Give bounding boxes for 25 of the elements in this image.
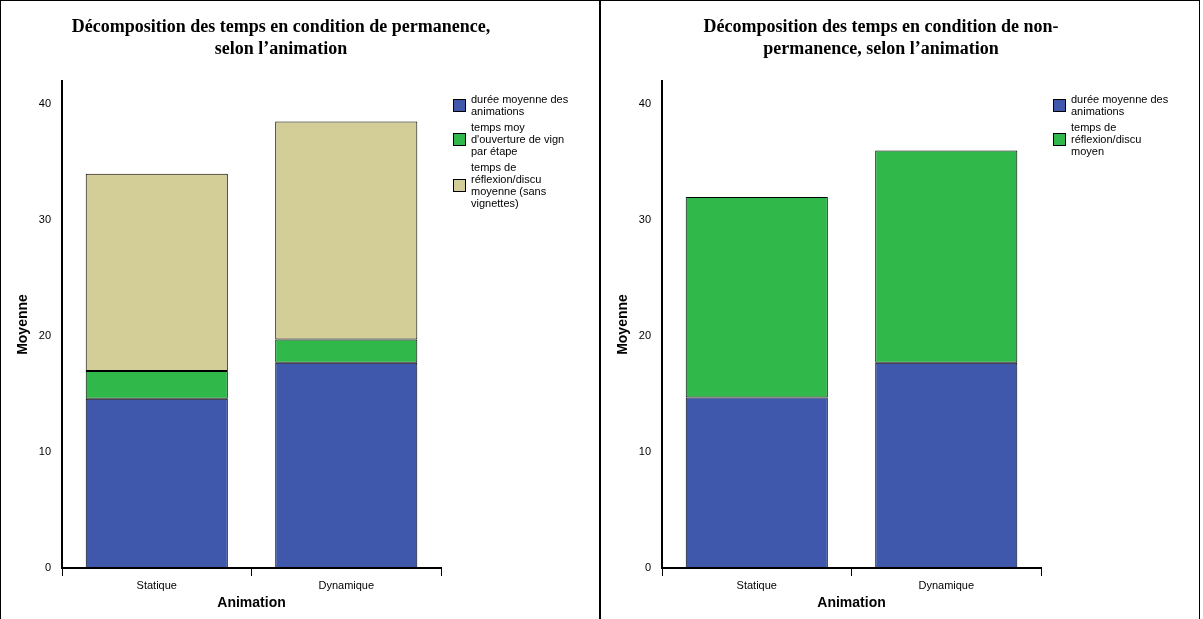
y-tick-label: 40 <box>638 97 652 110</box>
y-tick-label: 10 <box>638 445 652 458</box>
legend-label: durée moyenne des animations <box>471 93 570 117</box>
y-axis-title: Moyenne <box>614 293 631 355</box>
y-tick-label: 10 <box>38 445 52 458</box>
y-tick-label: 0 <box>644 561 652 574</box>
y-axis-title: Moyenne <box>14 293 31 355</box>
x-tick-label: Dynamique <box>318 578 375 591</box>
x-axis-title: Animation <box>817 594 886 611</box>
legend-label: temps moy d'ouverture de vign par étape <box>471 121 566 157</box>
x-tick-label: Statique <box>736 578 777 591</box>
chart-title: Décomposition des temps en condition de permanence, selon l’animation <box>71 15 491 59</box>
chart-title: Décomposition des temps en condition de non-permanence, selon l’animation <box>702 15 1060 59</box>
y-tick-label: 40 <box>38 97 52 110</box>
x-axis-title: Animation <box>217 594 286 611</box>
x-tick-label: Statique <box>136 578 177 591</box>
y-tick-label: 30 <box>638 213 652 226</box>
legend-label: temps de réflexion/discu moyenne (sans vignettes) <box>471 161 548 209</box>
x-tick-label: Dynamique <box>918 578 975 591</box>
y-tick-label: 0 <box>44 561 52 574</box>
y-tick-label: 30 <box>38 213 52 226</box>
legend-label: temps de réflexion/discu moyen <box>1071 121 1143 157</box>
y-tick-label: 20 <box>38 329 52 342</box>
y-tick-label: 20 <box>638 329 652 342</box>
legend-label: durée moyenne des animations <box>1071 93 1170 117</box>
